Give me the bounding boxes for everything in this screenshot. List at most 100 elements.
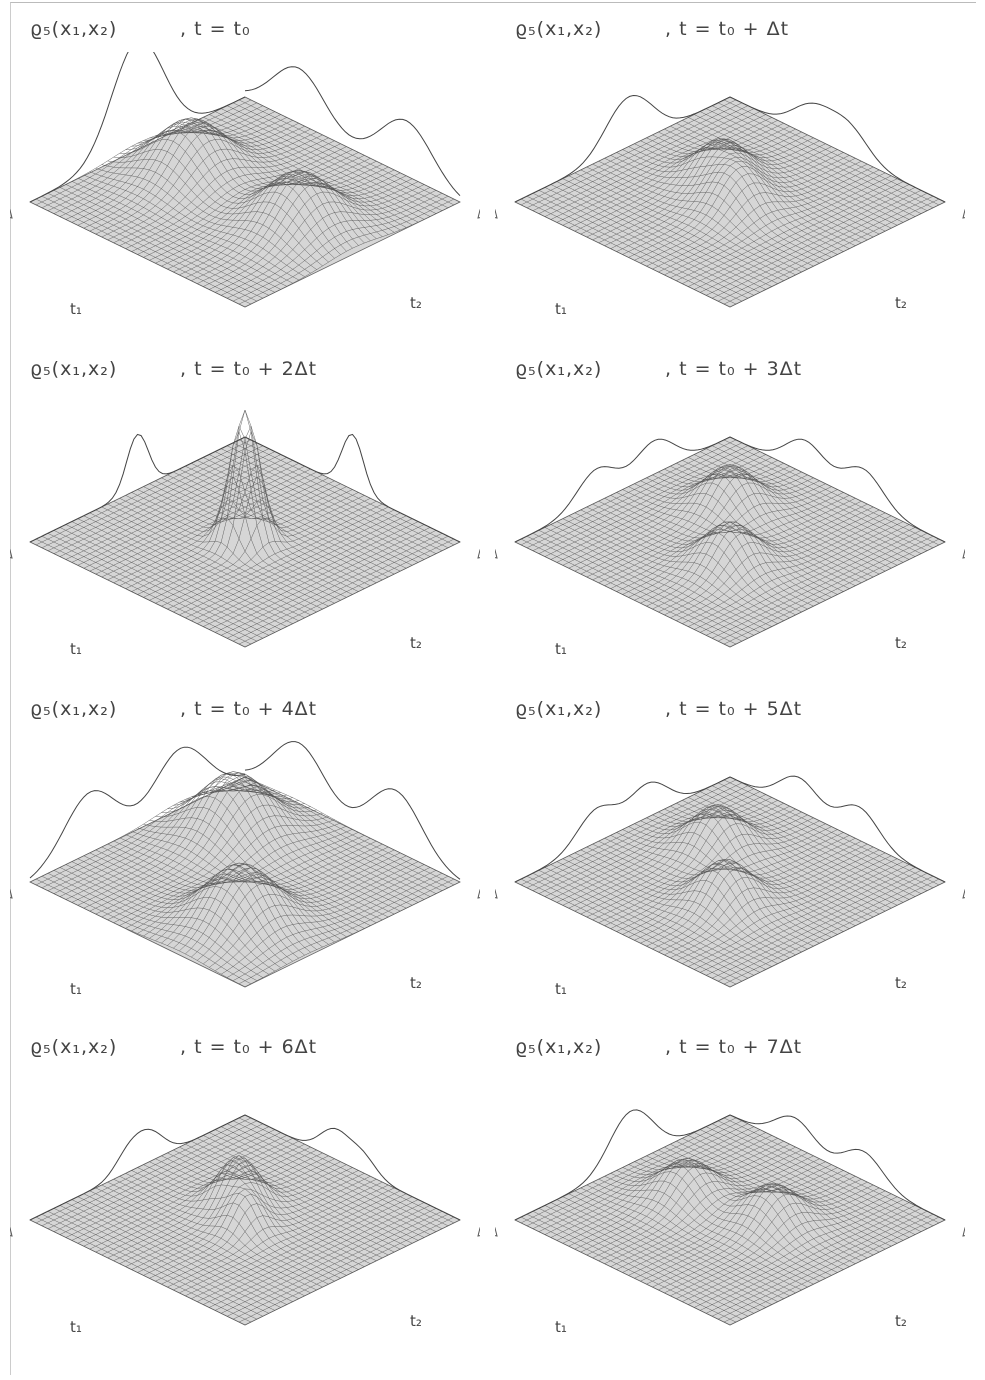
density-label: ϱ₅(x₁,x₂) <box>515 1036 603 1058</box>
density-surface <box>495 1109 965 1326</box>
ground-plane <box>514 776 946 988</box>
density-label: ϱ₅(x₁,x₂) <box>30 358 118 380</box>
density-label: ϱ₅(x₁,x₂) <box>515 358 603 380</box>
surface-mesh <box>29 409 461 648</box>
x2-axis-arrow <box>477 549 480 559</box>
time-label: , t = t₀ + 2Δt <box>180 358 318 380</box>
panel-title: ϱ₅(x₁,x₂) , t = t₀ + 4Δt <box>30 698 317 720</box>
surface-mesh <box>29 96 461 308</box>
time-label: , t = t₀ + 6Δt <box>180 1036 318 1058</box>
density-panel: ϱ₅(x₁,x₂) , t = t₀ + 5Δt t₁ t₂ <box>495 692 965 1022</box>
density-label: ϱ₅(x₁,x₂) <box>515 698 603 720</box>
density-label: ϱ₅(x₁,x₂) <box>30 18 118 40</box>
panel-title: ϱ₅(x₁,x₂) , t = t₀ + 5Δt <box>515 698 802 720</box>
time-label: , t = t₀ + 3Δt <box>665 358 803 380</box>
density-surface <box>495 775 965 988</box>
x2-axis-label: t₂ <box>895 634 907 652</box>
x1-axis-arrow <box>10 1227 13 1237</box>
density-surface <box>10 1114 480 1326</box>
marginal-profile-left <box>29 52 246 203</box>
time-label: , t = t₀ + 5Δt <box>665 698 803 720</box>
density-surface <box>495 436 965 648</box>
x2-axis-arrow <box>962 549 965 559</box>
marginal-profile-right <box>244 433 461 543</box>
density-panel: ϱ₅(x₁,x₂) , t = t₀ t₁ t₂ <box>10 12 480 342</box>
x2-axis-label: t₂ <box>895 294 907 312</box>
marginal-profile-left <box>514 436 731 543</box>
marginal-profile-left <box>29 1114 246 1221</box>
surface-mesh <box>29 1114 461 1326</box>
density-panel: ϱ₅(x₁,x₂) , t = t₀ + 7Δt t₁ t₂ <box>495 1030 965 1360</box>
x1-axis-arrow <box>495 1227 498 1237</box>
density-label: ϱ₅(x₁,x₂) <box>30 1036 118 1058</box>
time-label: , t = t₀ + 4Δt <box>180 698 318 720</box>
density-label: ϱ₅(x₁,x₂) <box>515 18 603 40</box>
x1-axis-label: t₁ <box>70 640 82 658</box>
density-label: ϱ₅(x₁,x₂) <box>30 698 118 720</box>
ground-plane <box>514 436 946 648</box>
panel-title: ϱ₅(x₁,x₂) , t = t₀ + 7Δt <box>515 1036 802 1058</box>
x1-axis-label: t₁ <box>555 980 567 998</box>
x2-axis-label: t₂ <box>410 634 422 652</box>
density-surface <box>10 741 480 988</box>
time-label: , t = t₀ <box>180 18 251 40</box>
marginal-profile-right <box>244 1114 461 1221</box>
density-panel: ϱ₅(x₁,x₂) , t = t₀ + 3Δt t₁ t₂ <box>495 352 965 682</box>
density-surface <box>10 409 480 648</box>
x2-axis-arrow <box>962 889 965 899</box>
x1-axis-label: t₁ <box>70 980 82 998</box>
ground-plane <box>29 1114 461 1326</box>
panel-title: ϱ₅(x₁,x₂) , t = t₀ + 6Δt <box>30 1036 317 1058</box>
ground-plane <box>514 96 946 308</box>
x2-axis-label: t₂ <box>410 974 422 992</box>
marginal-profile-right <box>729 775 946 883</box>
marginal-profile-right <box>729 96 946 203</box>
marginal-profile-right <box>244 741 461 880</box>
x2-axis-label: t₂ <box>410 1312 422 1330</box>
panel-title: ϱ₅(x₁,x₂) , t = t₀ + 3Δt <box>515 358 802 380</box>
x1-axis-label: t₁ <box>70 1318 82 1336</box>
time-label: , t = t₀ + 7Δt <box>665 1036 803 1058</box>
marginal-profile-left <box>29 746 246 879</box>
surface-mesh <box>514 96 946 308</box>
marginal-profile-right <box>244 66 461 197</box>
x1-axis-label: t₁ <box>555 1318 567 1336</box>
x2-axis-label: t₂ <box>895 1312 907 1330</box>
x2-axis-arrow <box>962 209 965 219</box>
x2-axis-arrow <box>477 209 480 219</box>
time-label: , t = t₀ + Δt <box>665 18 790 40</box>
density-panel: ϱ₅(x₁,x₂) , t = t₀ + 6Δt t₁ t₂ <box>10 1030 480 1360</box>
x1-axis-arrow <box>495 889 498 899</box>
surface-mesh <box>29 771 461 988</box>
ground-plane <box>29 436 461 648</box>
panel-title: ϱ₅(x₁,x₂) , t = t₀ + Δt <box>515 18 789 40</box>
marginal-profile-right <box>729 436 946 543</box>
x1-axis-label: t₁ <box>70 300 82 318</box>
marginal-profile-left <box>514 94 731 203</box>
x2-axis-arrow <box>962 1227 965 1237</box>
page-frame <box>10 2 976 1375</box>
x1-axis-label: t₁ <box>555 640 567 658</box>
ground-plane <box>514 1114 946 1326</box>
x2-axis-arrow <box>477 1227 480 1237</box>
density-panel: ϱ₅(x₁,x₂) , t = t₀ + 2Δt t₁ t₂ <box>10 352 480 682</box>
panel-title: ϱ₅(x₁,x₂) , t = t₀ + 2Δt <box>30 358 317 380</box>
x1-axis-arrow <box>10 549 13 559</box>
x2-axis-label: t₂ <box>410 294 422 312</box>
panel-title: ϱ₅(x₁,x₂) , t = t₀ <box>30 18 251 40</box>
marginal-profile-left <box>29 433 246 543</box>
x1-axis-arrow <box>10 889 13 899</box>
marginal-profile-left <box>514 1109 731 1221</box>
x1-axis-arrow <box>495 209 498 219</box>
density-surface <box>10 52 480 308</box>
surface-mesh <box>514 776 946 988</box>
density-surface <box>495 94 965 308</box>
density-panel: ϱ₅(x₁,x₂) , t = t₀ + 4Δt t₁ t₂ <box>10 692 480 1022</box>
marginal-profile-left <box>514 776 731 883</box>
marginal-profile-right <box>729 1114 946 1221</box>
x2-axis-arrow <box>477 889 480 899</box>
x1-axis-arrow <box>495 549 498 559</box>
x2-axis-label: t₂ <box>895 974 907 992</box>
surface-mesh <box>514 436 946 648</box>
